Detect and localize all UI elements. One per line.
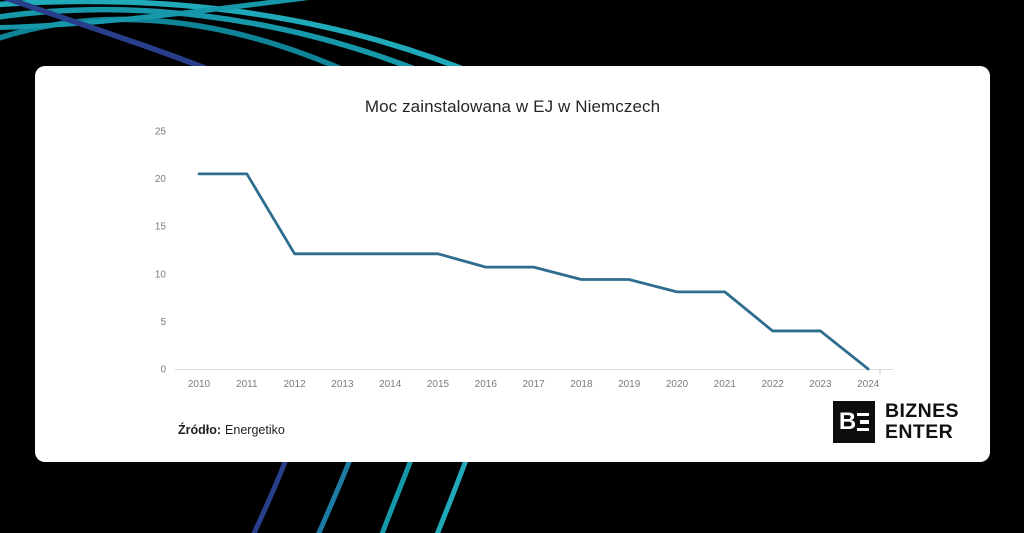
- x-axis-tick-label: 2018: [570, 379, 593, 390]
- logo-letter-e-bars: [857, 412, 870, 432]
- x-axis-tick-label: 2019: [618, 379, 641, 390]
- x-axis-tick-label: 2022: [761, 379, 784, 390]
- capacity-data-line: [197, 172, 870, 371]
- decor-arc-bottom-navy: [251, 451, 292, 533]
- y-axis-tick-label: 10: [155, 269, 167, 280]
- x-axis-tick-label: 2010: [188, 379, 211, 390]
- x-axis-tick-label: 2021: [714, 379, 737, 390]
- x-axis-tick-label: 2014: [379, 379, 402, 390]
- decor-arc-bottom-teal: [379, 451, 417, 533]
- decor-arc-top-navy: [3, 0, 217, 75]
- decor-arc-top-cross: [0, 0, 310, 31]
- y-axis-tick-label: 25: [155, 127, 167, 138]
- y-axis-tick-label: 15: [155, 222, 167, 233]
- x-axis-tick-label: 2013: [331, 379, 354, 390]
- decor-arc-bottom-blue: [316, 451, 356, 533]
- source-value: Energetiko: [225, 423, 285, 437]
- logo-wordmark: BIZNES ENTER: [885, 401, 959, 443]
- x-axis-tick-label: 2024: [857, 379, 880, 390]
- x-axis-tick-label: 2020: [666, 379, 689, 390]
- logo-line2: ENTER: [885, 421, 954, 443]
- x-axis-tick-label: 2011: [236, 379, 258, 390]
- line-chart: 0 5 10 15 20 25 2010 2011 2012 2013 2014 2015 2016 20…: [155, 127, 893, 390]
- decor-arc-top-teal: [0, 7, 432, 78]
- chart-card: Moc zainstalowana w EJ w Niemczech 0 5 10 1…: [35, 66, 990, 462]
- decor-arc-bottom-cyan: [434, 451, 472, 533]
- x-axis-tick-label: 2023: [809, 379, 832, 390]
- decor-arc-top-cyan: [0, 0, 487, 81]
- logo-letter-b: B: [838, 408, 856, 435]
- biznes-enter-logo: B BIZNES ENTER: [833, 401, 959, 443]
- source-label: Źródło:: [178, 423, 222, 437]
- x-axis-tick-label: 2016: [475, 379, 498, 390]
- x-axis-tick-label: 2017: [522, 379, 545, 390]
- logo-line1: BIZNES: [885, 400, 959, 422]
- chart-title: Moc zainstalowana w EJ w Niemczech: [364, 97, 661, 116]
- logo-monogram-icon: B: [833, 401, 875, 443]
- x-axis-tick-label: 2012: [283, 379, 306, 390]
- y-axis-tick-label: 5: [160, 317, 166, 328]
- y-axis-tick-label: 0: [160, 365, 166, 376]
- x-axis-tick-label: 2015: [427, 379, 450, 390]
- y-axis-tick-label: 20: [155, 174, 167, 185]
- decor-arc-top-teal-dark: [0, 16, 357, 78]
- source-line: Źródło: Energetiko: [178, 423, 285, 437]
